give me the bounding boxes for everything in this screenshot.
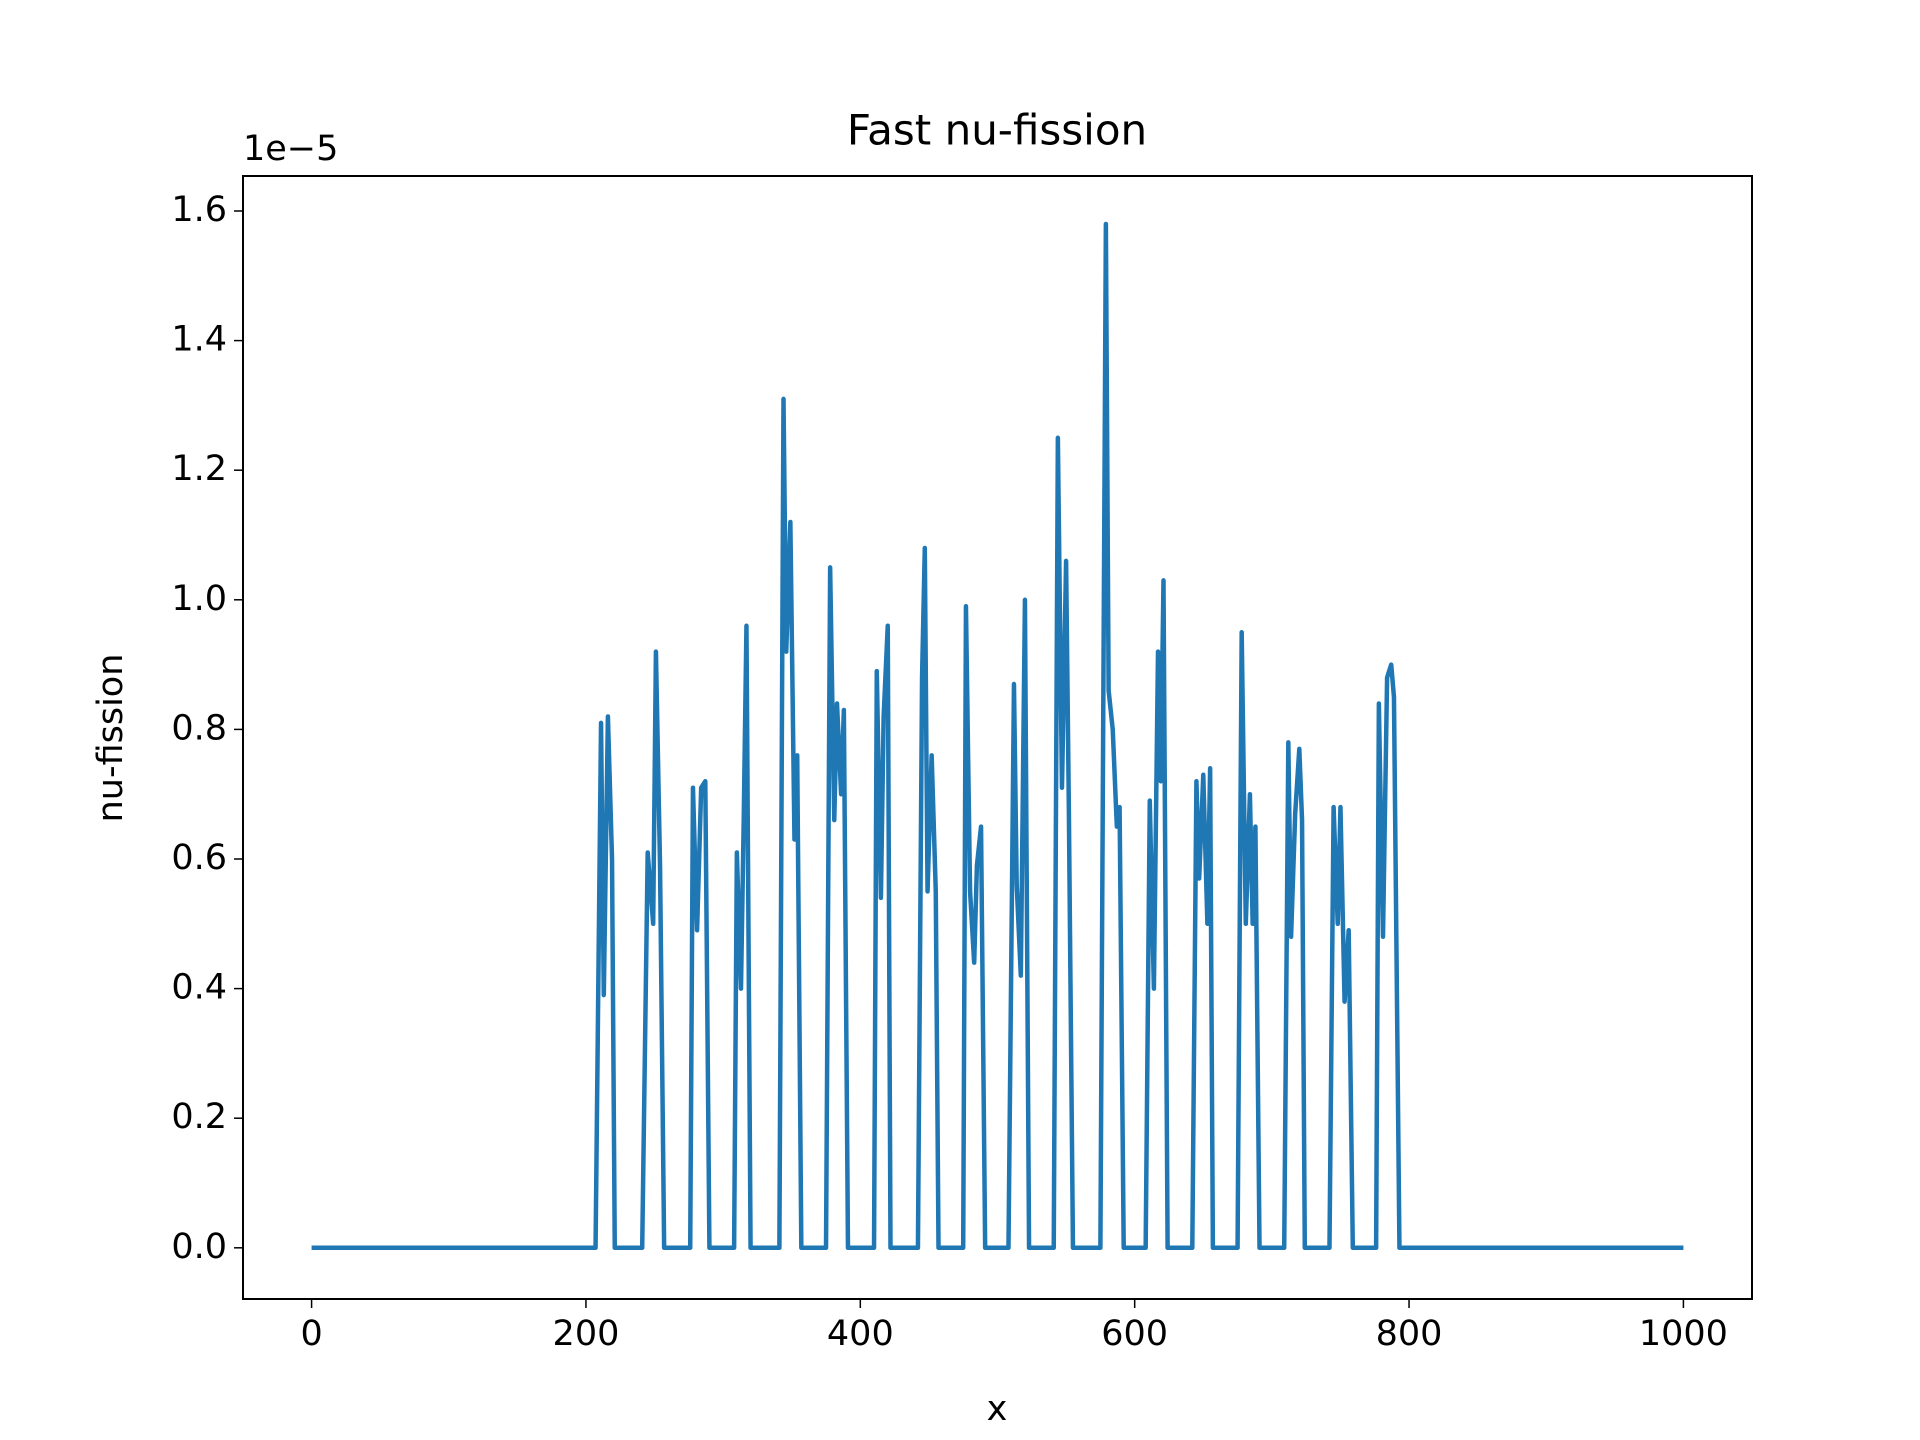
x-tick-label: 800 — [1376, 1314, 1443, 1354]
x-axis-label: x — [987, 1389, 1008, 1429]
x-tick-label: 1000 — [1639, 1314, 1728, 1354]
y-tick-label: 0.0 — [171, 1227, 227, 1267]
chart-title: Fast nu-fission — [847, 106, 1147, 155]
y-tick-label: 0.2 — [171, 1097, 227, 1137]
axes-frame — [242, 175, 1753, 1300]
y-axis-label: nu-fission — [91, 654, 131, 823]
x-tick-label: 400 — [827, 1314, 894, 1354]
y-tick-label: 1.6 — [171, 190, 227, 230]
y-tick-label: 1.0 — [171, 579, 227, 619]
y-tick-label: 0.8 — [171, 708, 227, 748]
y-tick-label: 1.2 — [171, 449, 227, 489]
y-tick-label: 0.4 — [171, 968, 227, 1008]
y-tick-label: 1.4 — [171, 320, 227, 360]
x-tick-label: 600 — [1101, 1314, 1168, 1354]
data-line — [311, 221, 1684, 1251]
y-tick-label: 0.6 — [171, 838, 227, 878]
x-tick-label: 200 — [553, 1314, 620, 1354]
x-tick-label: 0 — [300, 1314, 322, 1354]
y-offset-label: 1e−5 — [243, 129, 338, 169]
